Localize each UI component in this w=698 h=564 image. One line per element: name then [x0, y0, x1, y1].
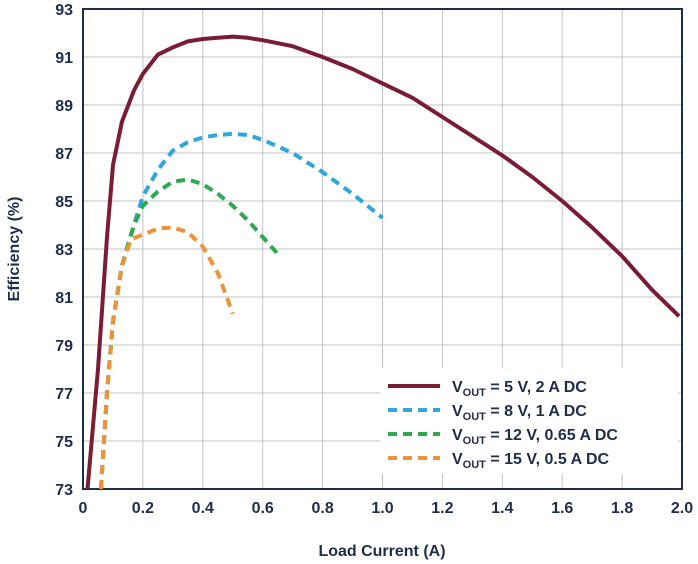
y-tick-label: 77 — [55, 386, 73, 403]
x-tick-label: 0.4 — [192, 500, 214, 517]
series-line-1 — [85, 34, 681, 490]
y-tick-label: 75 — [55, 434, 73, 451]
x-tick-label: 0.6 — [252, 500, 274, 517]
x-tick-label: 0.8 — [311, 500, 333, 517]
y-tick-label: 93 — [55, 2, 73, 19]
y-tick-label: 89 — [55, 98, 73, 115]
legend-label-3: VOUT = 12 V, 0.65 A DC — [452, 427, 618, 447]
x-tick-label: 1.0 — [371, 500, 393, 517]
y-tick-label: 83 — [55, 242, 73, 259]
y-tick-label: 87 — [55, 146, 73, 163]
x-tick-label: 2.0 — [671, 500, 693, 517]
x-tick-label: 1.6 — [551, 500, 573, 517]
x-tick-label: 0 — [79, 500, 88, 517]
y-tick-label: 73 — [55, 482, 73, 499]
x-axis-label: Load Current (A) — [318, 543, 445, 560]
plot-area-frame — [82, 8, 683, 490]
series-line-4 — [99, 225, 235, 490]
legend-label-1: VOUT = 5 V, 2 A DC — [452, 379, 587, 399]
legend-label-4: VOUT = 15 V, 0.5 A DC — [452, 451, 610, 471]
x-axis-ticks: 0 0.2 0.4 0.6 0.8 1.0 1.2 1.4 1.6 1.8 2.0 — [79, 500, 694, 517]
x-tick-label: 1.4 — [491, 500, 513, 517]
y-axis-ticks: 73 75 77 79 81 83 85 87 89 91 93 — [55, 2, 73, 499]
y-tick-label: 91 — [55, 50, 73, 67]
legend-label-2: VOUT = 8 V, 1 A DC — [452, 403, 587, 423]
series-lines — [85, 34, 681, 490]
y-tick-label: 79 — [55, 338, 73, 355]
legend: VOUT = 5 V, 2 A DC VOUT = 8 V, 1 A DC VOUT… — [380, 368, 678, 474]
y-tick-label: 81 — [55, 290, 73, 307]
y-axis-label: Efficiency (%) — [6, 197, 23, 302]
y-tick-label: 85 — [55, 194, 73, 211]
x-tick-label: 1.8 — [611, 500, 633, 517]
x-tick-label: 1.2 — [431, 500, 453, 517]
x-tick-label: 0.2 — [132, 500, 154, 517]
